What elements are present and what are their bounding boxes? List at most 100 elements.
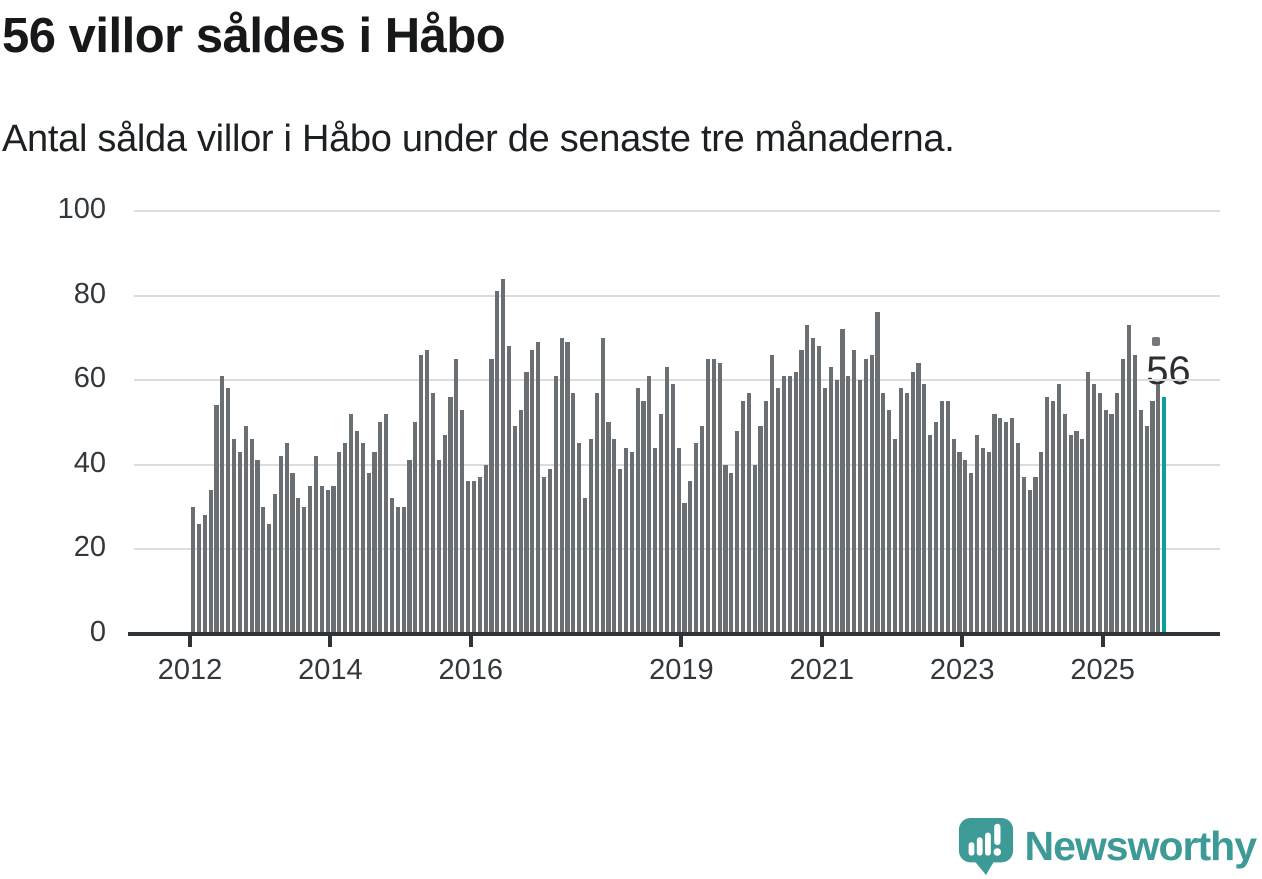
bar — [325, 489, 330, 634]
x-axis-tick — [188, 635, 192, 647]
bar — [1086, 371, 1091, 634]
bar — [372, 451, 377, 634]
y-tick-label: 20 — [73, 531, 106, 563]
bar — [542, 477, 547, 634]
bar — [711, 358, 716, 634]
bar — [635, 388, 640, 634]
bar — [460, 409, 465, 634]
x-axis-tick — [679, 635, 684, 647]
bar — [647, 375, 652, 634]
bar — [501, 278, 506, 634]
bar — [840, 329, 845, 634]
bar — [670, 384, 675, 634]
bar — [278, 456, 283, 634]
bar — [793, 371, 798, 634]
bar — [682, 502, 687, 634]
bar — [887, 409, 892, 634]
y-gridline — [134, 210, 1220, 212]
bar — [495, 291, 500, 634]
bar — [805, 325, 810, 634]
bar — [565, 341, 570, 634]
bar — [378, 422, 383, 634]
bar — [413, 422, 418, 634]
bar — [477, 477, 482, 634]
bar — [407, 460, 412, 634]
y-tick-label: 60 — [73, 362, 106, 394]
bar-highlight — [1162, 396, 1167, 634]
bar — [875, 312, 880, 634]
bar — [1109, 413, 1114, 634]
bar — [618, 468, 623, 634]
bar — [600, 337, 605, 634]
bar — [816, 346, 822, 634]
bar — [723, 464, 728, 634]
bar — [910, 371, 915, 634]
bar — [659, 413, 664, 634]
x-axis-tick — [960, 635, 965, 647]
bar — [852, 350, 857, 634]
bar — [1138, 409, 1143, 634]
bar — [980, 447, 985, 634]
bar — [1039, 451, 1044, 634]
bar — [623, 447, 629, 634]
bar — [1132, 354, 1138, 634]
bar — [770, 354, 775, 634]
bar — [582, 498, 588, 634]
bar — [384, 413, 389, 634]
bar — [1056, 384, 1061, 634]
bar — [442, 434, 447, 634]
bar — [898, 388, 904, 634]
bar — [963, 460, 968, 634]
bar — [863, 358, 868, 634]
bar — [1121, 358, 1126, 634]
x-tick-label: 2023 — [929, 653, 995, 686]
bar — [255, 460, 260, 634]
bar — [694, 443, 699, 634]
bar — [1027, 489, 1032, 634]
y-tick-label: 40 — [73, 446, 106, 479]
x-axis-tick — [468, 635, 473, 647]
bar — [401, 506, 406, 634]
bar — [261, 506, 266, 634]
bar — [653, 447, 658, 634]
bar — [348, 413, 354, 634]
y-tick-label: 80 — [73, 277, 106, 310]
bar — [536, 341, 541, 634]
bar — [553, 375, 558, 634]
bar — [776, 388, 781, 634]
bar — [296, 498, 301, 634]
page-title: 56 villor såldes i Håbo — [2, 9, 506, 63]
bar — [231, 439, 237, 634]
bar — [571, 392, 576, 634]
bar — [518, 409, 523, 634]
x-axis-line — [128, 631, 1220, 636]
bar — [688, 481, 693, 634]
brand-name: Newsworthy — [1024, 822, 1257, 869]
bar — [1062, 413, 1067, 634]
annotation-dot — [1152, 337, 1160, 346]
bar — [629, 451, 634, 634]
bar — [202, 515, 207, 634]
y-tick-label: 100 — [57, 193, 106, 225]
bar — [869, 354, 874, 634]
bar — [237, 451, 242, 634]
bar — [998, 418, 1003, 634]
bar — [547, 468, 553, 634]
bar — [331, 485, 336, 634]
bar — [530, 350, 535, 634]
bar — [1033, 477, 1038, 634]
bar — [699, 426, 705, 634]
chart-subtitle: Antal sålda villor i Håbo under de senas… — [2, 118, 955, 160]
bar — [302, 506, 307, 634]
bar — [343, 443, 348, 634]
bar — [512, 426, 517, 634]
bar — [1021, 477, 1026, 634]
x-axis-tick — [819, 635, 824, 647]
bar — [354, 430, 359, 634]
bar — [196, 523, 202, 634]
bar — [834, 380, 839, 634]
bar — [272, 494, 278, 634]
bar — [465, 481, 471, 634]
bar — [559, 337, 564, 634]
bar — [1004, 422, 1009, 634]
